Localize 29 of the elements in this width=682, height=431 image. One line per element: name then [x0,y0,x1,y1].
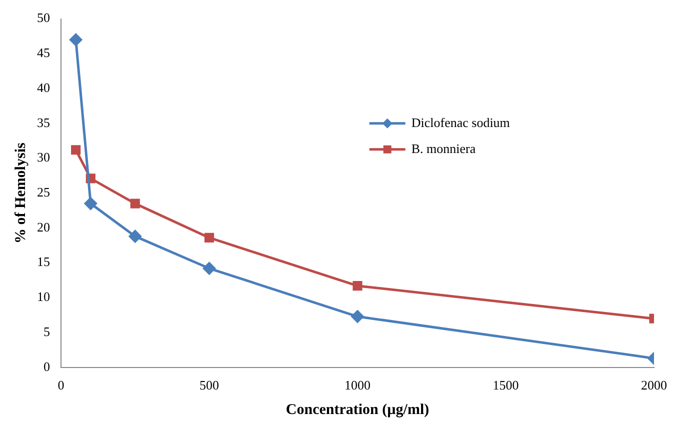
point [71,145,81,155]
x-tick-label: 2000 [641,378,667,393]
y-axis-title: % of Hemolysis [12,142,29,244]
point [352,281,362,291]
y-tick-label: 35 [37,114,50,130]
legend-label: B. monniera [411,140,476,156]
point [130,198,140,208]
point [84,197,97,210]
point [128,230,142,243]
x-axis-title: Concentration (µg/ml) [286,402,430,418]
y-tick-label: 10 [37,289,50,304]
y-tick-label: 20 [37,219,50,234]
y-tick-label: 15 [37,254,50,270]
y-tick-label: 25 [37,184,50,200]
legend-label: Diclofenac sodium [411,114,510,130]
point [70,33,82,46]
x-tick-label: 1000 [344,378,370,393]
y-tick-label: 40 [37,80,50,95]
y-tick-label: 50 [37,10,50,26]
y-tick-label: 45 [37,45,50,60]
y-tick-label: 30 [37,150,50,165]
point [351,310,364,323]
point [204,232,214,243]
y-tick-label: 0 [44,358,50,374]
x-tick-label: 0 [58,378,64,393]
x-tick-label: 500 [200,378,219,393]
y-tick-label: 5 [44,324,50,339]
point [203,262,216,275]
x-tick-label: 1500 [492,378,519,393]
